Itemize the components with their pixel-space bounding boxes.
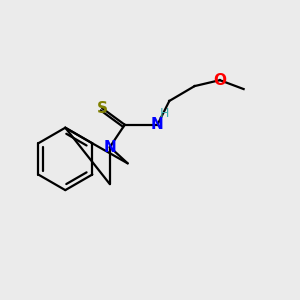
Text: S: S xyxy=(97,101,108,116)
Text: N: N xyxy=(103,140,116,154)
Text: O: O xyxy=(213,73,226,88)
Text: N: N xyxy=(151,117,164,132)
Text: H: H xyxy=(160,107,170,120)
